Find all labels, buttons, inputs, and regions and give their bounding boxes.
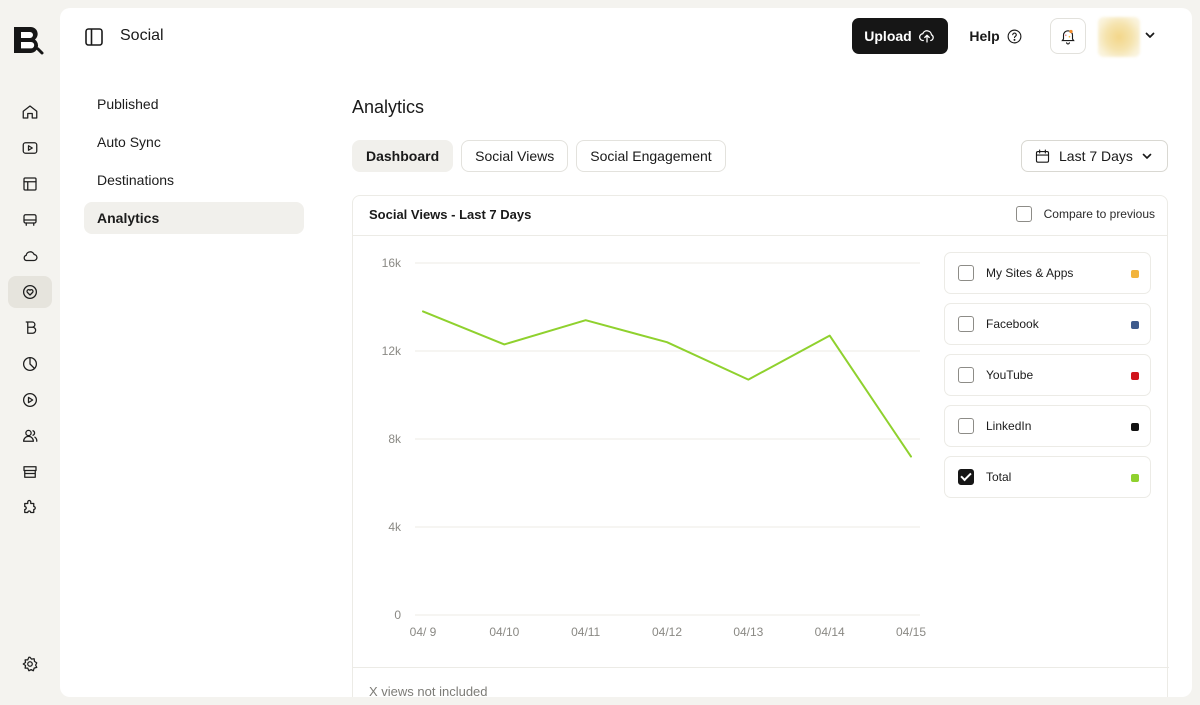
subnav-label: Published bbox=[97, 96, 159, 112]
subnav-item-destinations[interactable]: Destinations bbox=[84, 164, 304, 196]
x-tick-label: 04/15 bbox=[896, 625, 926, 639]
legend-label: YouTube bbox=[986, 368, 1034, 382]
x-tick-label: 04/10 bbox=[489, 625, 519, 639]
subnav-item-analytics[interactable]: Analytics bbox=[84, 202, 304, 234]
date-range-label: Last 7 Days bbox=[1059, 148, 1133, 164]
legend-checkbox[interactable] bbox=[958, 265, 974, 281]
heart-badge-icon[interactable] bbox=[8, 276, 52, 308]
calendar-icon bbox=[1035, 149, 1050, 163]
legend-label: LinkedIn bbox=[986, 419, 1032, 433]
series-line-total bbox=[422, 310, 912, 458]
line-chart: 0 4k 8k 12k 16k 04/ 9 04/10 04/11 04/12 04/13 04/1… bbox=[382, 256, 927, 639]
brand-logo[interactable] bbox=[11, 23, 45, 57]
users-icon[interactable] bbox=[8, 420, 52, 452]
y-tick-label: 4k bbox=[388, 520, 402, 534]
icon-rail bbox=[0, 0, 58, 705]
cloud-icon[interactable] bbox=[8, 240, 52, 272]
chart-footnote: X views not included bbox=[353, 667, 1169, 697]
legend-checkbox[interactable] bbox=[958, 418, 974, 434]
notifications-button[interactable] bbox=[1050, 18, 1086, 54]
tab-label: Dashboard bbox=[366, 148, 440, 164]
main-panel: Social Upload Help Published Auto Sync D… bbox=[60, 8, 1192, 697]
page-title: Analytics bbox=[352, 97, 425, 117]
legend-checkbox[interactable] bbox=[958, 316, 974, 332]
upload-button[interactable]: Upload bbox=[852, 18, 948, 54]
legend-label: My Sites & Apps bbox=[986, 266, 1074, 280]
sidebar-toggle-icon[interactable] bbox=[84, 27, 104, 47]
avatar[interactable] bbox=[1098, 17, 1140, 57]
legend-item-youtube[interactable]: YouTube bbox=[944, 354, 1151, 396]
settings-icon[interactable] bbox=[8, 648, 52, 680]
legend-item-my-sites-apps[interactable]: My Sites & Apps bbox=[944, 252, 1151, 294]
subnav-item-published[interactable]: Published bbox=[84, 88, 304, 120]
legend-label: Total bbox=[986, 470, 1012, 484]
legend-item-linkedin[interactable]: LinkedIn bbox=[944, 405, 1151, 447]
legend-swatch bbox=[1131, 474, 1139, 482]
brand-icon[interactable] bbox=[8, 312, 52, 344]
analytics-tabs: Dashboard Social Views Social Engagement bbox=[352, 140, 726, 172]
legend-swatch bbox=[1131, 270, 1139, 278]
puzzle-icon[interactable] bbox=[8, 492, 52, 524]
tab-dashboard[interactable]: Dashboard bbox=[352, 140, 454, 172]
compare-toggle[interactable]: Compare to previous bbox=[1015, 206, 1155, 222]
x-tick-label: 04/11 bbox=[571, 625, 600, 639]
home-icon[interactable] bbox=[8, 96, 52, 128]
help-button[interactable]: Help bbox=[964, 18, 1028, 54]
chart-title: Social Views - Last 7 Days bbox=[369, 207, 532, 222]
chevron-down-icon bbox=[1142, 153, 1152, 159]
legend-checkbox[interactable] bbox=[958, 469, 974, 485]
bus-icon[interactable] bbox=[8, 204, 52, 236]
legend-item-facebook[interactable]: Facebook bbox=[944, 303, 1151, 345]
compare-label: Compare to previous bbox=[1043, 207, 1155, 221]
y-tick-label: 8k bbox=[388, 432, 402, 446]
legend-swatch bbox=[1131, 423, 1139, 431]
cloud-upload-icon bbox=[918, 30, 934, 43]
tab-label: Social Views bbox=[475, 148, 555, 164]
video-icon[interactable] bbox=[8, 132, 52, 164]
y-tick-label: 12k bbox=[382, 344, 402, 358]
play-circle-icon[interactable] bbox=[8, 384, 52, 416]
store-icon[interactable] bbox=[8, 456, 52, 488]
y-tick-label: 0 bbox=[394, 608, 401, 622]
tab-social-engagement[interactable]: Social Engagement bbox=[576, 140, 726, 172]
legend-label: Facebook bbox=[986, 317, 1039, 331]
legend-checkbox[interactable] bbox=[958, 367, 974, 383]
legend-item-total[interactable]: Total bbox=[944, 456, 1151, 498]
legend-swatch bbox=[1131, 321, 1139, 329]
legend-swatch bbox=[1131, 372, 1139, 380]
chart-card: Social Views - Last 7 Days Compare to pr… bbox=[352, 195, 1169, 697]
bell-icon bbox=[1061, 29, 1075, 45]
subnav-label: Auto Sync bbox=[97, 134, 161, 150]
grid-table-icon[interactable] bbox=[8, 168, 52, 200]
tab-label: Social Engagement bbox=[590, 148, 712, 164]
subnav-label: Destinations bbox=[97, 172, 175, 188]
x-tick-label: 04/ 9 bbox=[410, 625, 437, 639]
x-tick-label: 04/14 bbox=[815, 625, 845, 639]
section-title: Social bbox=[120, 27, 164, 44]
pie-chart-icon[interactable] bbox=[8, 348, 52, 380]
tab-social-views[interactable]: Social Views bbox=[461, 140, 569, 172]
chart-card-header: Social Views - Last 7 Days Compare to pr… bbox=[353, 196, 1167, 236]
x-tick-label: 04/12 bbox=[652, 625, 682, 639]
chevron-down-icon[interactable] bbox=[1144, 29, 1156, 41]
help-label: Help bbox=[969, 28, 1000, 44]
series-legend: My Sites & Apps Facebook YouTube LinkedI… bbox=[944, 252, 1151, 507]
subnav-item-auto-sync[interactable]: Auto Sync bbox=[84, 126, 304, 158]
date-range-select[interactable]: Last 7 Days bbox=[1021, 140, 1168, 172]
upload-label: Upload bbox=[864, 28, 912, 44]
sub-navigation: Published Auto Sync Destinations Analyti… bbox=[84, 88, 304, 240]
compare-checkbox[interactable] bbox=[1015, 206, 1032, 222]
subnav-label: Analytics bbox=[97, 210, 160, 226]
x-tick-label: 04/13 bbox=[733, 625, 763, 639]
question-circle-icon bbox=[1007, 29, 1022, 43]
y-tick-label: 16k bbox=[382, 256, 402, 270]
